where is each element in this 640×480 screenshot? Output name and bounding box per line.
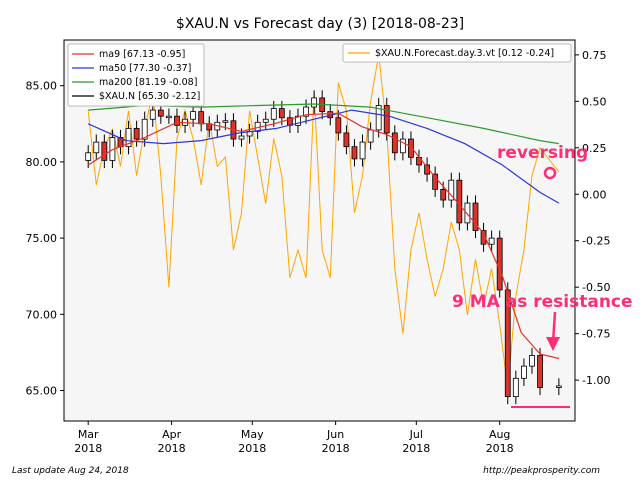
legend-label-ma9: ma9 [67.13 -0.95] bbox=[99, 49, 185, 60]
candle-body bbox=[165, 115, 172, 119]
candle-body bbox=[375, 105, 382, 131]
y-axis-left: 65.00 70.00 75.00 80.00 85.00 bbox=[26, 80, 64, 398]
forecast-line bbox=[87, 54, 560, 390]
candle-body bbox=[472, 202, 479, 231]
x-tick-label-month: Apr bbox=[162, 428, 182, 441]
x-tick-label-year: 2018 bbox=[238, 442, 266, 455]
legend-label-price: $XAU.N [65.30 -2.12] bbox=[99, 91, 200, 102]
candle-body bbox=[343, 132, 350, 148]
candle-body bbox=[359, 141, 366, 160]
y-tick-label: 80.00 bbox=[26, 156, 58, 169]
chart-title: $XAU.N vs Forecast day (3) [2018-08-23] bbox=[176, 16, 464, 32]
y-axis-right: -1.00 -0.75 -0.50 -0.25 0.00 0.25 0.50 0.75 bbox=[575, 49, 610, 387]
legend-label-ma200: ma200 [81.19 -0.08] bbox=[99, 77, 197, 88]
x-tick-label-year: 2018 bbox=[158, 442, 186, 455]
candle-body bbox=[537, 355, 543, 388]
candle-body bbox=[85, 152, 92, 161]
candle-body bbox=[278, 108, 285, 119]
y2-tick-label: -1.00 bbox=[582, 374, 610, 387]
footer-url: http://peakprosperity.com bbox=[483, 466, 600, 476]
resistance-arrow bbox=[546, 311, 560, 351]
candle-body bbox=[190, 111, 196, 120]
x-tick-label-month: Jun bbox=[326, 428, 344, 441]
candle-body bbox=[408, 138, 414, 158]
x-tick-label-year: 2018 bbox=[402, 442, 430, 455]
legend-label-forecast: $XAU.N.Forecast.day.3.vt [0.12 -0.24] bbox=[375, 48, 554, 59]
reversing-marker bbox=[543, 166, 557, 180]
x-tick-label-year: 2018 bbox=[486, 442, 514, 455]
candle-body bbox=[133, 127, 140, 140]
ma9-line bbox=[87, 112, 560, 360]
candle-body bbox=[488, 237, 495, 245]
x-tick-label-month: Mar bbox=[78, 428, 99, 441]
candle-body bbox=[295, 115, 301, 126]
legend-right: $XAU.N.Forecast.day.3.vt [0.12 -0.24] bbox=[342, 43, 572, 63]
candle-body bbox=[367, 129, 374, 143]
candle-body bbox=[157, 109, 164, 117]
candle-body bbox=[125, 127, 132, 148]
candle-body bbox=[141, 118, 148, 140]
candle-body bbox=[303, 106, 309, 117]
y2-tick-label: 0.00 bbox=[582, 188, 607, 201]
candle-body bbox=[521, 365, 527, 379]
annotation-9ma-resistance: 9 MA as resistance bbox=[452, 292, 633, 312]
y-tick-label: 85.00 bbox=[26, 80, 58, 93]
annotation-reversing: reversing bbox=[497, 143, 588, 163]
x-tick-label-month: May bbox=[241, 428, 264, 441]
candle-body bbox=[555, 385, 562, 388]
candle-body bbox=[101, 141, 108, 161]
y2-tick-label: 0.50 bbox=[582, 95, 607, 108]
x-tick-label-month: Jul bbox=[409, 428, 423, 441]
candle-body bbox=[238, 135, 245, 140]
candle-body bbox=[174, 115, 180, 126]
y-tick-label: 70.00 bbox=[26, 308, 58, 321]
candle-body bbox=[391, 132, 398, 154]
candle-body bbox=[512, 377, 519, 398]
x-axis: Mar2018Apr2018May2018Jun2018Jul2018Aug20… bbox=[74, 421, 514, 455]
y2-tick-label: 0.25 bbox=[582, 142, 607, 155]
candle-body bbox=[311, 97, 318, 108]
candle-body bbox=[464, 202, 471, 224]
candle-body bbox=[480, 230, 487, 245]
candle-body bbox=[198, 111, 205, 125]
footer-last-update: Last update Aug 24, 2018 bbox=[12, 466, 129, 476]
candle-body bbox=[432, 173, 439, 190]
x-tick-label-year: 2018 bbox=[74, 442, 102, 455]
series-layer bbox=[85, 54, 562, 405]
candle-body bbox=[440, 188, 447, 201]
y2-tick-label: -0.75 bbox=[582, 328, 610, 341]
candle-body bbox=[222, 120, 229, 123]
candle-body bbox=[270, 108, 277, 120]
ma50-line bbox=[87, 109, 560, 204]
y-tick-label: 75.00 bbox=[26, 232, 58, 245]
x-tick-label-month: Aug bbox=[489, 428, 510, 441]
candle-body bbox=[456, 179, 463, 224]
candle-body bbox=[529, 355, 535, 367]
y2-tick-label: -0.50 bbox=[582, 281, 610, 294]
legend-left: ma9 [67.13 -0.95] ma50 [77.30 -0.37] ma2… bbox=[67, 43, 205, 107]
candle-body bbox=[383, 105, 390, 134]
candle-body bbox=[496, 237, 503, 291]
candle-body bbox=[335, 117, 342, 134]
candle-body bbox=[93, 141, 100, 154]
y-tick-label: 65.00 bbox=[26, 385, 58, 398]
x-tick-label-year: 2018 bbox=[322, 442, 350, 455]
legend-label-ma50: ma50 [77.30 -0.37] bbox=[99, 63, 191, 74]
candle-body bbox=[149, 109, 156, 120]
candle-body bbox=[504, 289, 511, 398]
y2-tick-label: -0.25 bbox=[582, 235, 610, 248]
y2-tick-label: 0.75 bbox=[582, 49, 607, 62]
candle-body bbox=[448, 179, 455, 201]
candle-body bbox=[351, 146, 358, 160]
candle-body bbox=[399, 138, 406, 154]
candle-body bbox=[262, 118, 269, 123]
